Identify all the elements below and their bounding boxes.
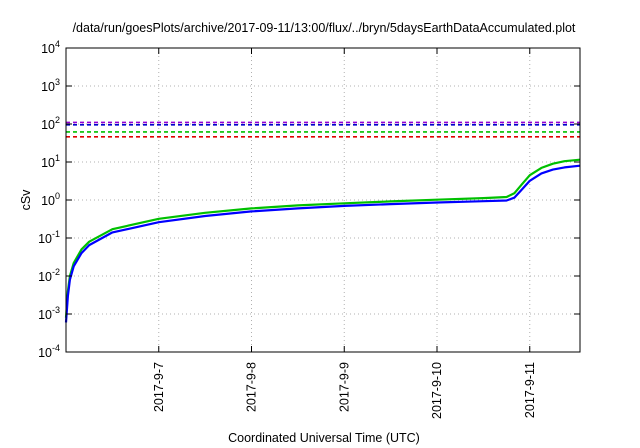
x-axis-label: Coordinated Universal Time (UTC) (228, 431, 420, 445)
y-axis-label: cSv (19, 189, 33, 211)
x-tick-label: 2017-9-9 (337, 362, 351, 412)
y-tick-label: 104 (41, 39, 60, 56)
y-tick-label: 100 (41, 191, 60, 208)
y-tick-label: 101 (41, 153, 60, 170)
chart-title: /data/run/goesPlots/archive/2017-09-11/1… (73, 21, 576, 35)
reference-lines (66, 121, 580, 138)
y-tick-label: 10-2 (38, 267, 60, 284)
y-tick-label: 10-4 (38, 343, 60, 360)
x-tick-label: 2017-9-8 (245, 362, 259, 412)
x-tick-label: 2017-9-11 (523, 362, 537, 418)
x-tick-label: 2017-9-7 (152, 362, 166, 412)
series-lines (64, 158, 581, 323)
series-line (64, 164, 581, 323)
x-axis-ticks: 2017-9-7 2017-9-8 2017-9-9 2017-9-10 2017-9-… (152, 48, 537, 419)
x-tick-label: 2017-9-10 (430, 362, 444, 419)
y-axis-ticks: 10-4 10-3 10-2 10-1 100 101 102 103 104 (38, 39, 580, 360)
y-tick-label: 103 (41, 77, 60, 94)
y-tick-label: 10-1 (38, 229, 60, 246)
y-tick-label: 10-3 (38, 305, 60, 322)
series-line (64, 158, 581, 318)
y-tick-label: 102 (41, 115, 60, 132)
